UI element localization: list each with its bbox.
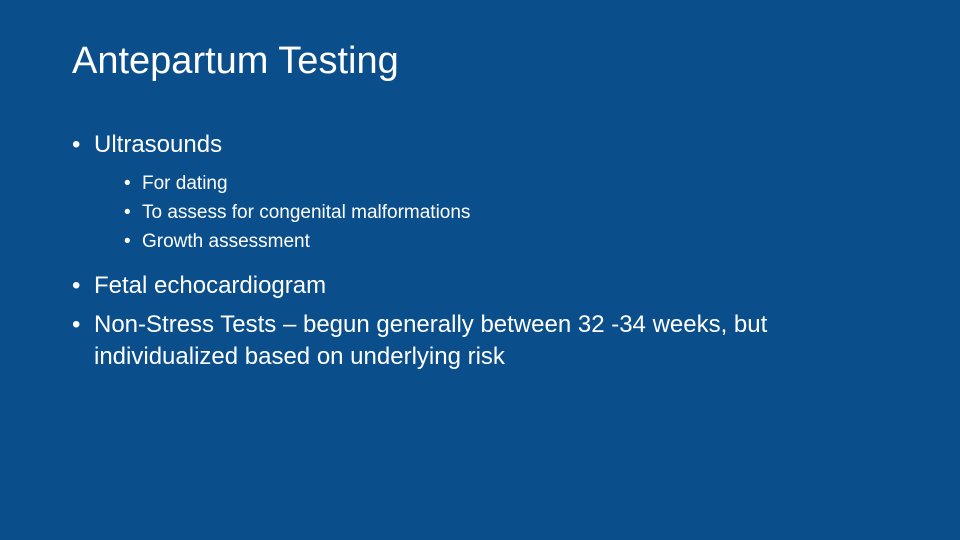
slide: Antepartum Testing Ultrasounds For datin…: [0, 0, 960, 540]
sub-bullet-item: For dating: [94, 171, 888, 197]
bullet-text: Ultrasounds: [94, 131, 222, 158]
bullet-list: Ultrasounds For dating To assess for con…: [72, 129, 888, 373]
bullet-item: Non-Stress Tests – begun generally betwe…: [72, 309, 888, 374]
bullet-item: Ultrasounds For dating To assess for con…: [72, 129, 888, 254]
sub-bullet-list: For dating To assess for congenital malf…: [94, 171, 888, 254]
slide-title: Antepartum Testing: [72, 40, 888, 83]
sub-bullet-item: Growth assessment: [94, 229, 888, 255]
sub-bullet-item: To assess for congenital malformations: [94, 200, 888, 226]
bullet-text: Fetal echocardiogram: [94, 272, 326, 299]
bullet-item: Fetal echocardiogram: [72, 270, 888, 302]
bullet-text: Non-Stress Tests – begun generally betwe…: [94, 311, 767, 370]
